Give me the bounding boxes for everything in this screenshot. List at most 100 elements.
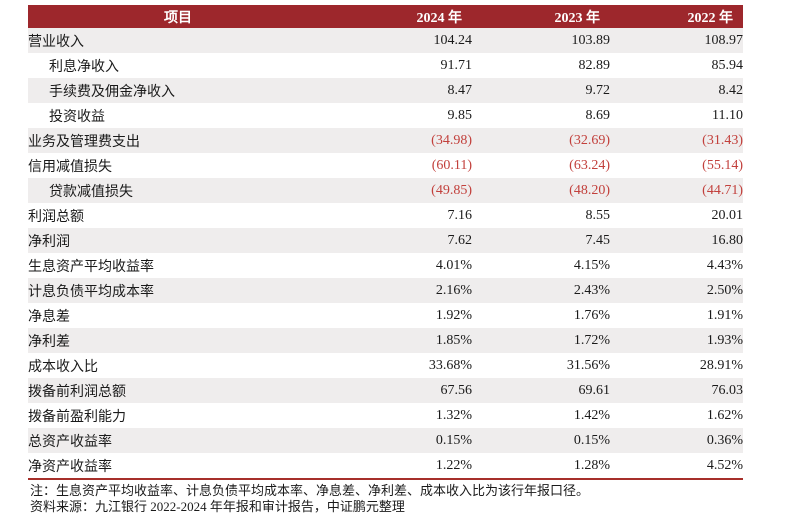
table-row: 贷款减值损失 (49.85) (48.20) (44.71) [28, 178, 743, 203]
cell-value: 1.28% [573, 457, 610, 473]
table-source: 资料来源：九江银行 2022-2024 年年报和审计报告，中证鹏元整理 [30, 499, 405, 514]
cell-value: 1.32% [435, 407, 472, 423]
row-label: 利息净收入 [49, 59, 119, 75]
cell-value: 1.42% [573, 407, 610, 423]
cell-value: 8.47 [447, 82, 473, 98]
row-label: 净利润 [28, 234, 70, 250]
table-row: 信用减值损失 (60.11) (63.24) (55.14) [28, 153, 743, 178]
cell-value: 1.22% [435, 457, 472, 473]
table-row: 总资产收益率 0.15% 0.15% 0.36% [28, 428, 743, 453]
row-label: 拨备前利润总额 [28, 384, 126, 400]
cell-value: 31.56% [566, 357, 610, 373]
cell-value: 2.43% [573, 282, 610, 298]
cell-value: 1.76% [573, 307, 610, 323]
cell-value: (48.20) [569, 182, 610, 198]
table-row: 生息资产平均收益率 4.01% 4.15% 4.43% [28, 253, 743, 278]
table-row: 拨备前盈利能力 1.32% 1.42% 1.62% [28, 403, 743, 428]
table-row: 净息差 1.92% 1.76% 1.91% [28, 303, 743, 328]
table-row: 投资收益 9.85 8.69 11.10 [28, 103, 743, 128]
table-bottom-rule [28, 478, 743, 480]
row-label: 信用减值损失 [28, 159, 112, 175]
cell-value: 7.62 [447, 232, 473, 248]
cell-value: 28.91% [699, 357, 743, 373]
column-header-item: 项目 [28, 5, 328, 28]
row-label: 贷款减值损失 [49, 184, 133, 200]
table-row: 利息净收入 91.71 82.89 85.94 [28, 53, 743, 78]
cell-value: 20.01 [711, 207, 744, 223]
row-label: 利润总额 [28, 209, 84, 225]
row-label: 手续费及佣金净收入 [49, 84, 175, 100]
table-row: 利润总额 7.16 8.55 20.01 [28, 203, 743, 228]
cell-value: 0.15% [573, 432, 610, 448]
footnotes: 注：生息资产平均收益率、计息负债平均成本率、净息差、净利差、成本收入比为该行年报… [30, 483, 770, 515]
column-header-year: 2023 年 [472, 5, 610, 28]
cell-value: 33.68% [428, 357, 472, 373]
cell-value: (60.11) [431, 157, 472, 173]
financial-table: 项目 2024 年 2023 年 2022 年 营业收入 104.24 103.89 108… [28, 5, 743, 478]
cell-value: 2.50% [706, 282, 743, 298]
table-row: 净利润 7.62 7.45 16.80 [28, 228, 743, 253]
cell-value: 1.62% [706, 407, 743, 423]
cell-value: 4.01% [435, 257, 472, 273]
cell-value: 4.52% [706, 457, 743, 473]
column-header-year: 2024 年 [328, 5, 472, 28]
table-body: 营业收入 104.24 103.89 108.97 利息净收入 91.71 82.89 85.… [28, 28, 743, 478]
cell-value: 1.72% [573, 332, 610, 348]
row-label: 投资收益 [49, 109, 105, 125]
row-label: 生息资产平均收益率 [28, 259, 154, 275]
table-note: 注：生息资产平均收益率、计息负债平均成本率、净息差、净利差、成本收入比为该行年报… [30, 483, 590, 498]
header-row: 项目 2024 年 2023 年 2022 年 [28, 5, 743, 28]
cell-value: 11.10 [712, 107, 743, 123]
cell-value: (31.43) [702, 132, 743, 148]
table-row: 计息负债平均成本率 2.16% 2.43% 2.50% [28, 278, 743, 303]
cell-value: 9.85 [447, 107, 473, 123]
cell-value: (32.69) [569, 132, 610, 148]
table-row: 净资产收益率 1.22% 1.28% 4.52% [28, 453, 743, 478]
table-row: 营业收入 104.24 103.89 108.97 [28, 28, 743, 53]
column-header-year: 2022 年 [610, 5, 743, 28]
row-label: 成本收入比 [28, 359, 98, 375]
row-label: 计息负债平均成本率 [28, 284, 154, 300]
cell-value: 108.97 [704, 32, 744, 48]
table-row: 成本收入比 33.68% 31.56% 28.91% [28, 353, 743, 378]
cell-value: 76.03 [711, 382, 744, 398]
cell-value: (63.24) [569, 157, 610, 173]
row-label: 营业收入 [28, 34, 84, 50]
row-label: 业务及管理费支出 [28, 134, 140, 150]
cell-value: 4.15% [573, 257, 610, 273]
cell-value: 2.16% [435, 282, 472, 298]
cell-value: 4.43% [706, 257, 743, 273]
row-label: 净资产收益率 [28, 459, 112, 475]
cell-value: (34.98) [431, 132, 472, 148]
cell-value: 1.85% [435, 332, 472, 348]
cell-value: 7.16 [447, 207, 473, 223]
cell-value: 7.45 [585, 232, 611, 248]
cell-value: 103.89 [571, 32, 611, 48]
cell-value: 91.71 [440, 57, 473, 73]
row-label: 拨备前盈利能力 [28, 409, 126, 425]
cell-value: 0.15% [435, 432, 472, 448]
table-row: 业务及管理费支出 (34.98) (32.69) (31.43) [28, 128, 743, 153]
cell-value: 82.89 [578, 57, 611, 73]
table-row: 手续费及佣金净收入 8.47 9.72 8.42 [28, 78, 743, 103]
cell-value: 69.61 [578, 382, 611, 398]
cell-value: 85.94 [711, 57, 744, 73]
cell-value: 1.92% [435, 307, 472, 323]
cell-value: (49.85) [431, 182, 472, 198]
cell-value: 8.42 [718, 82, 744, 98]
cell-value: 9.72 [585, 82, 611, 98]
cell-value: 1.93% [706, 332, 743, 348]
cell-value: 1.91% [706, 307, 743, 323]
cell-value: 67.56 [440, 382, 473, 398]
cell-value: (44.71) [702, 182, 743, 198]
row-label: 净息差 [28, 309, 70, 325]
table-row: 拨备前利润总额 67.56 69.61 76.03 [28, 378, 743, 403]
cell-value: 16.80 [711, 232, 744, 248]
cell-value: 0.36% [706, 432, 743, 448]
row-label: 净利差 [28, 334, 70, 350]
table-row: 净利差 1.85% 1.72% 1.93% [28, 328, 743, 353]
cell-value: 8.55 [585, 207, 611, 223]
cell-value: 8.69 [585, 107, 611, 123]
cell-value: 104.24 [433, 32, 473, 48]
